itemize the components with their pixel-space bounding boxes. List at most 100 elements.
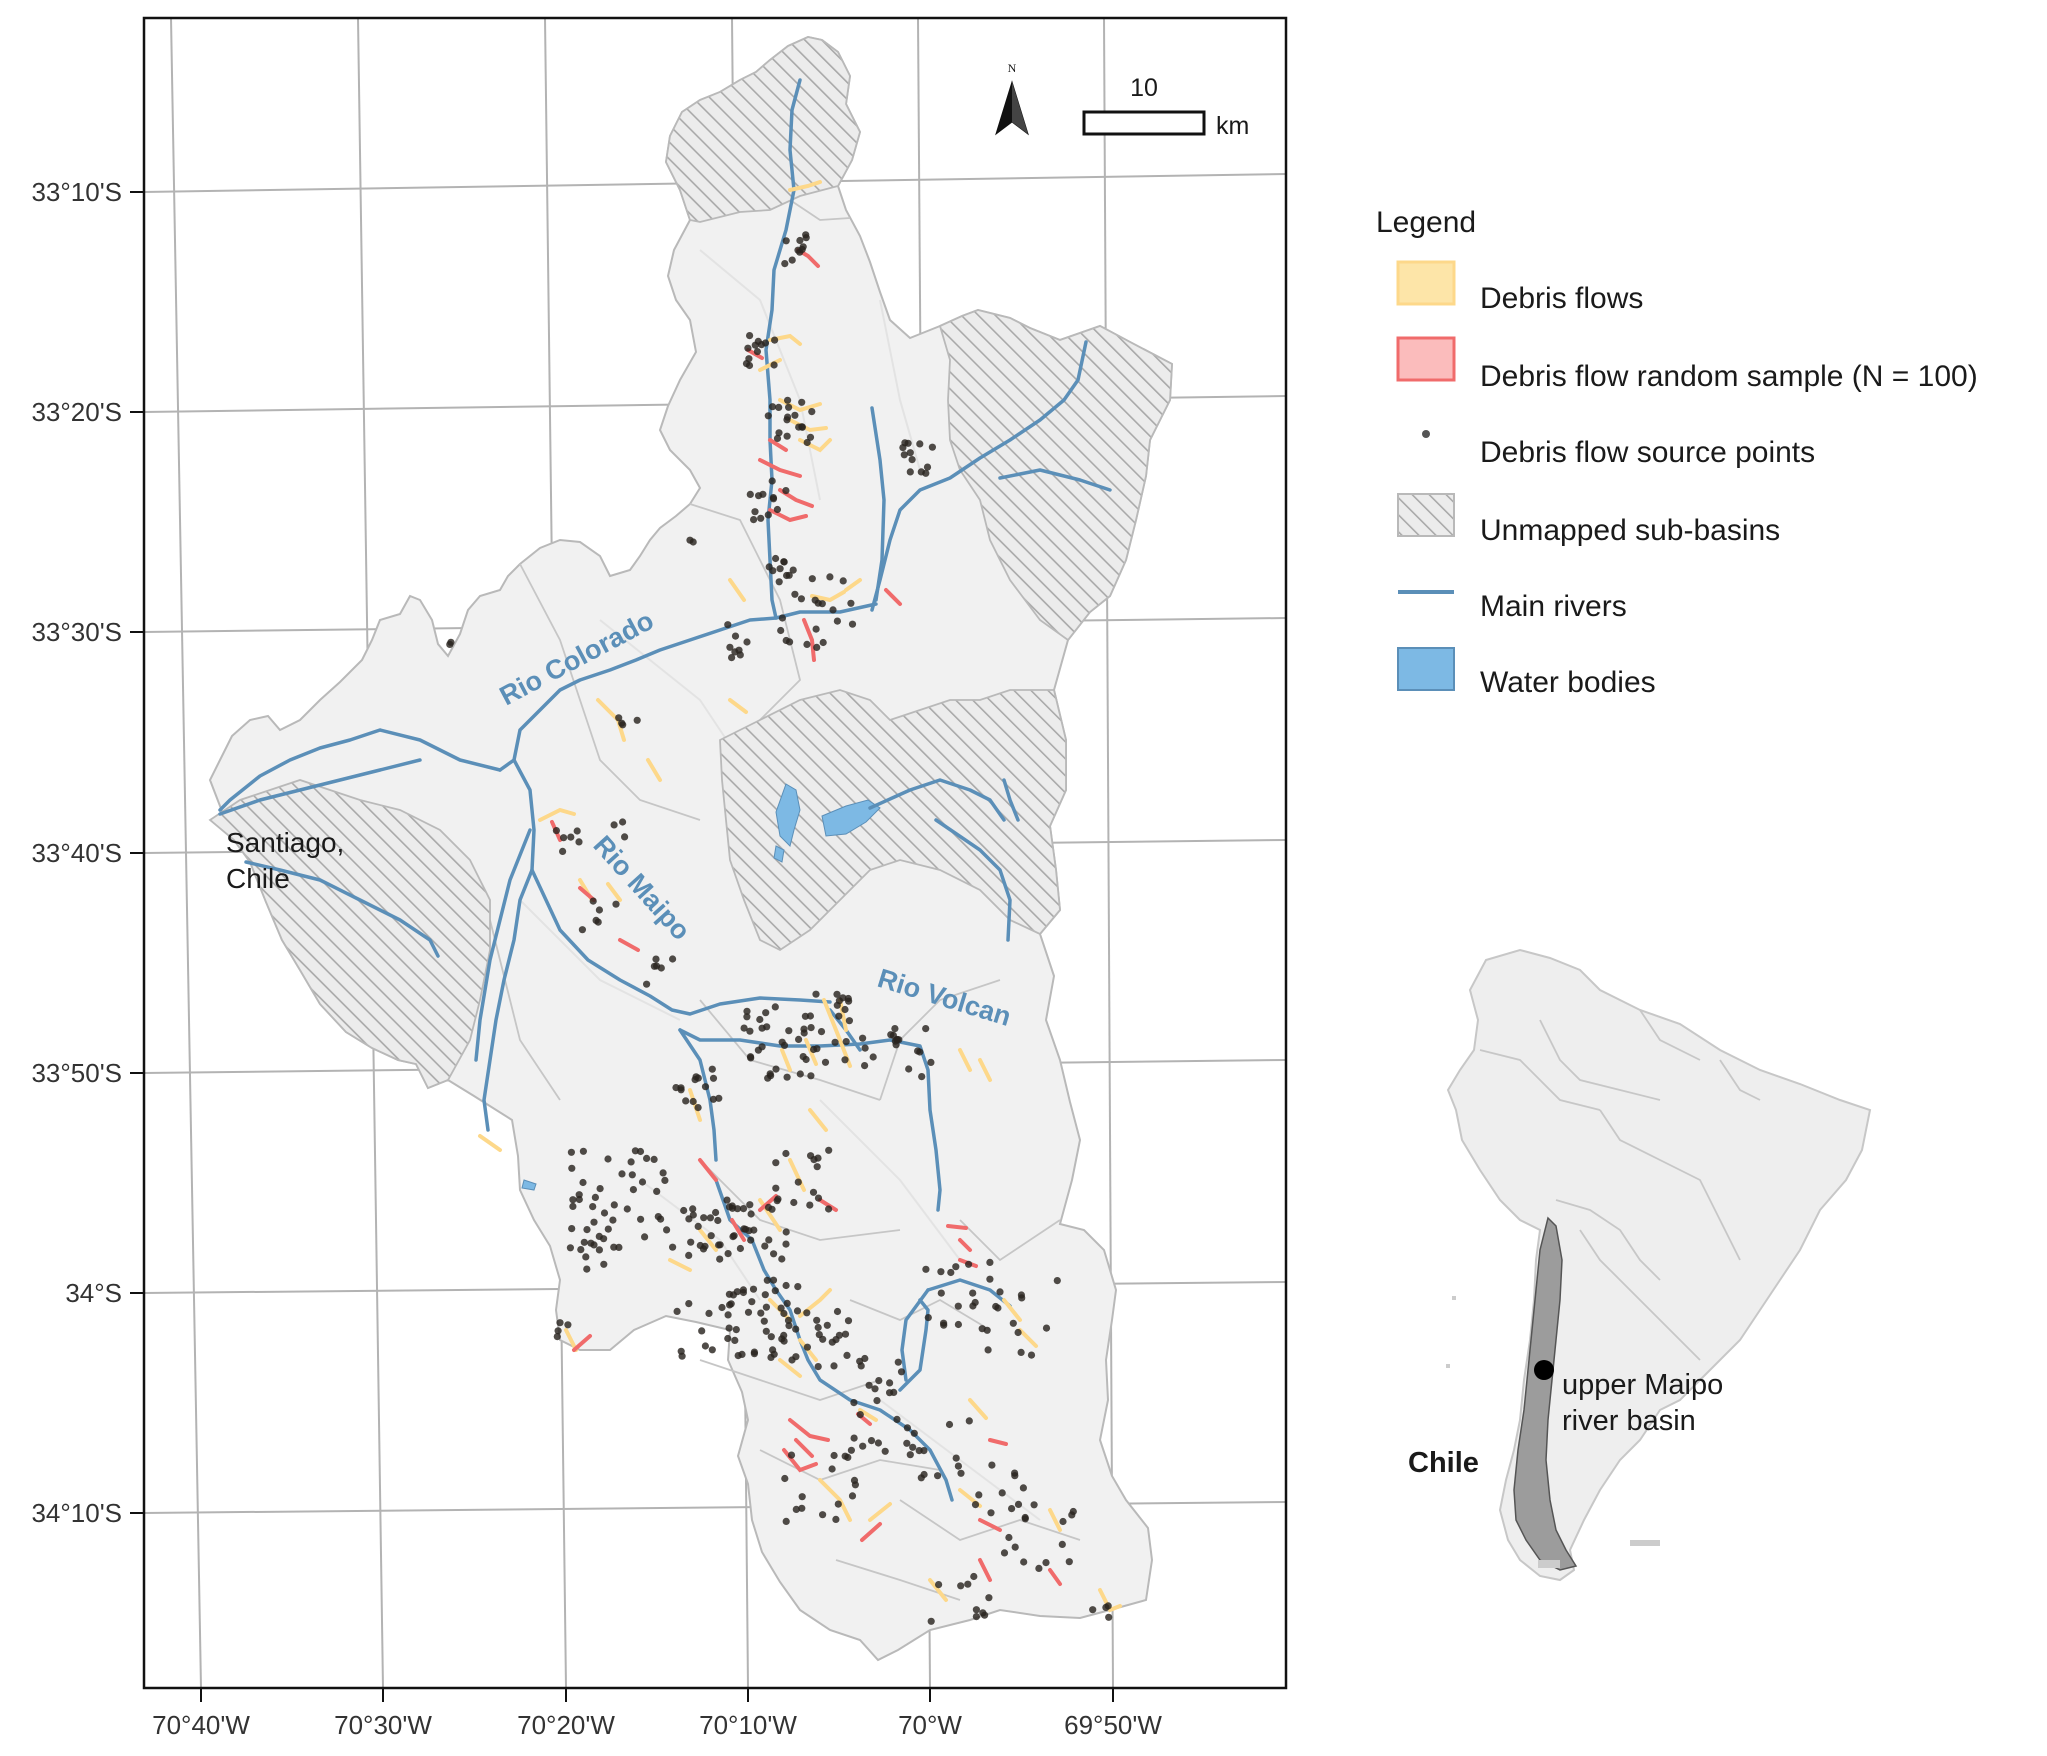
- svg-text:70°20'W: 70°20'W: [517, 1710, 615, 1740]
- debris-source-point: [829, 606, 837, 614]
- debris-source-point: [924, 1314, 932, 1322]
- debris-source-point: [743, 1007, 751, 1015]
- debris-source-point: [718, 1303, 726, 1312]
- debris-source-point: [808, 408, 816, 416]
- debris-source-point: [796, 236, 804, 245]
- debris-source-point: [790, 1198, 798, 1207]
- debris-source-point: [560, 834, 568, 842]
- debris-source-point: [600, 1235, 608, 1243]
- water-bodies: [521, 783, 881, 1191]
- debris-source-point: [952, 1454, 960, 1462]
- debris-source-point: [447, 638, 455, 646]
- terrain-shading: [519, 249, 1041, 1521]
- debris-source-point: [798, 1493, 806, 1501]
- debris-source-point: [564, 1321, 572, 1329]
- debris-source-point: [807, 1024, 815, 1032]
- debris-source-point: [775, 429, 783, 437]
- latitude-labels: 33°10'S 33°20'S 33°30'S 33°40'S 33°50'S …: [31, 177, 122, 1528]
- debris-source-point: [714, 1216, 722, 1225]
- debris-source-point: [765, 1236, 773, 1244]
- debris-source-point: [762, 1327, 770, 1335]
- debris-source-point: [873, 1397, 881, 1405]
- debris-source-point: [937, 1289, 945, 1297]
- debris-source-point: [826, 573, 834, 581]
- debris-source-point: [746, 1053, 755, 1061]
- debris-source-point: [782, 237, 790, 245]
- debris-source-point: [762, 1009, 770, 1017]
- debris-source-point: [792, 1505, 800, 1513]
- debris-source-point: [797, 595, 806, 603]
- debris-source-point: [778, 1335, 786, 1343]
- debris-source-point: [861, 1062, 869, 1070]
- debris-source-point: [771, 1287, 779, 1295]
- debris-source-point: [847, 599, 855, 607]
- debris-source-point: [678, 1352, 686, 1360]
- debris-source-point: [947, 1268, 955, 1277]
- debris-source-point: [782, 1281, 790, 1290]
- debris-source-point: [694, 1104, 702, 1112]
- debris-source-point: [841, 1330, 850, 1338]
- debris-source-point: [1009, 1319, 1017, 1327]
- debris-source-point: [881, 1447, 889, 1455]
- debris-source-point: [817, 1028, 826, 1036]
- svg-text:33°40'S: 33°40'S: [31, 838, 122, 868]
- debris-source-point: [650, 962, 659, 970]
- debris-source-point: [798, 398, 806, 406]
- debris-source-point: [782, 1149, 790, 1158]
- debris-source-point: [579, 1147, 588, 1155]
- debris-source-point: [945, 1420, 954, 1429]
- debris-source-point: [986, 1258, 994, 1266]
- debris-source-point: [724, 1311, 732, 1319]
- legend-label-debris-flows: Debris flows: [1480, 282, 1643, 315]
- debris-source-point: [1030, 1501, 1038, 1509]
- debris-source-point: [595, 906, 604, 914]
- debris-source-point: [1014, 1328, 1022, 1337]
- debris-source-point: [833, 617, 842, 625]
- debris-source-point: [1042, 1324, 1051, 1332]
- debris-source-point: [798, 423, 806, 431]
- debris-source-point: [803, 640, 811, 649]
- debris-source-point: [724, 1334, 732, 1343]
- debris-source-point: [715, 1094, 723, 1102]
- debris-source-point: [758, 1043, 766, 1051]
- legend-swatch-water-bodies: [1397, 647, 1455, 691]
- debris-source-point: [583, 1265, 591, 1273]
- debris-source-point: [708, 1346, 716, 1354]
- debris-source-point: [699, 1245, 708, 1253]
- debris-source-point: [686, 536, 694, 544]
- debris-source-point: [916, 440, 924, 448]
- debris-source-point: [701, 1083, 710, 1091]
- debris-source-point: [1089, 1606, 1097, 1614]
- debris-source-point: [905, 1065, 913, 1073]
- debris-source-point: [937, 1268, 945, 1276]
- legend-label-water-bodies: Water bodies: [1480, 666, 1656, 699]
- debris-source-point: [886, 1389, 894, 1397]
- debris-source-point: [712, 1208, 720, 1217]
- debris-source-point: [832, 1336, 840, 1344]
- debris-source-point: [917, 468, 925, 476]
- debris-source-point: [756, 1015, 764, 1024]
- debris-source-point: [891, 1025, 899, 1033]
- debris-source-point: [770, 361, 778, 369]
- debris-source-point: [709, 1074, 718, 1082]
- debris-source-point: [583, 1226, 591, 1234]
- debris-source-point: [996, 1288, 1004, 1296]
- debris-source-point: [813, 1316, 821, 1324]
- debris-source-point: [600, 1209, 609, 1217]
- debris-source-point: [757, 341, 766, 349]
- debris-source-point: [954, 1320, 963, 1329]
- debris-source-point: [770, 1250, 778, 1258]
- debris-source-point: [595, 1246, 604, 1254]
- legend-title: Legend: [1376, 206, 1476, 239]
- debris-source-point: [793, 1307, 802, 1315]
- debris-source-point: [746, 1027, 754, 1035]
- debris-source-point: [971, 1501, 980, 1509]
- debris-source-point: [788, 256, 796, 264]
- debris-source-point: [610, 1201, 618, 1209]
- debris-source-point: [819, 638, 827, 647]
- debris-source-point: [731, 1336, 739, 1344]
- debris-source-point: [782, 1228, 790, 1236]
- debris-source-point: [767, 1333, 775, 1341]
- svg-text:33°30'S: 33°30'S: [31, 617, 122, 647]
